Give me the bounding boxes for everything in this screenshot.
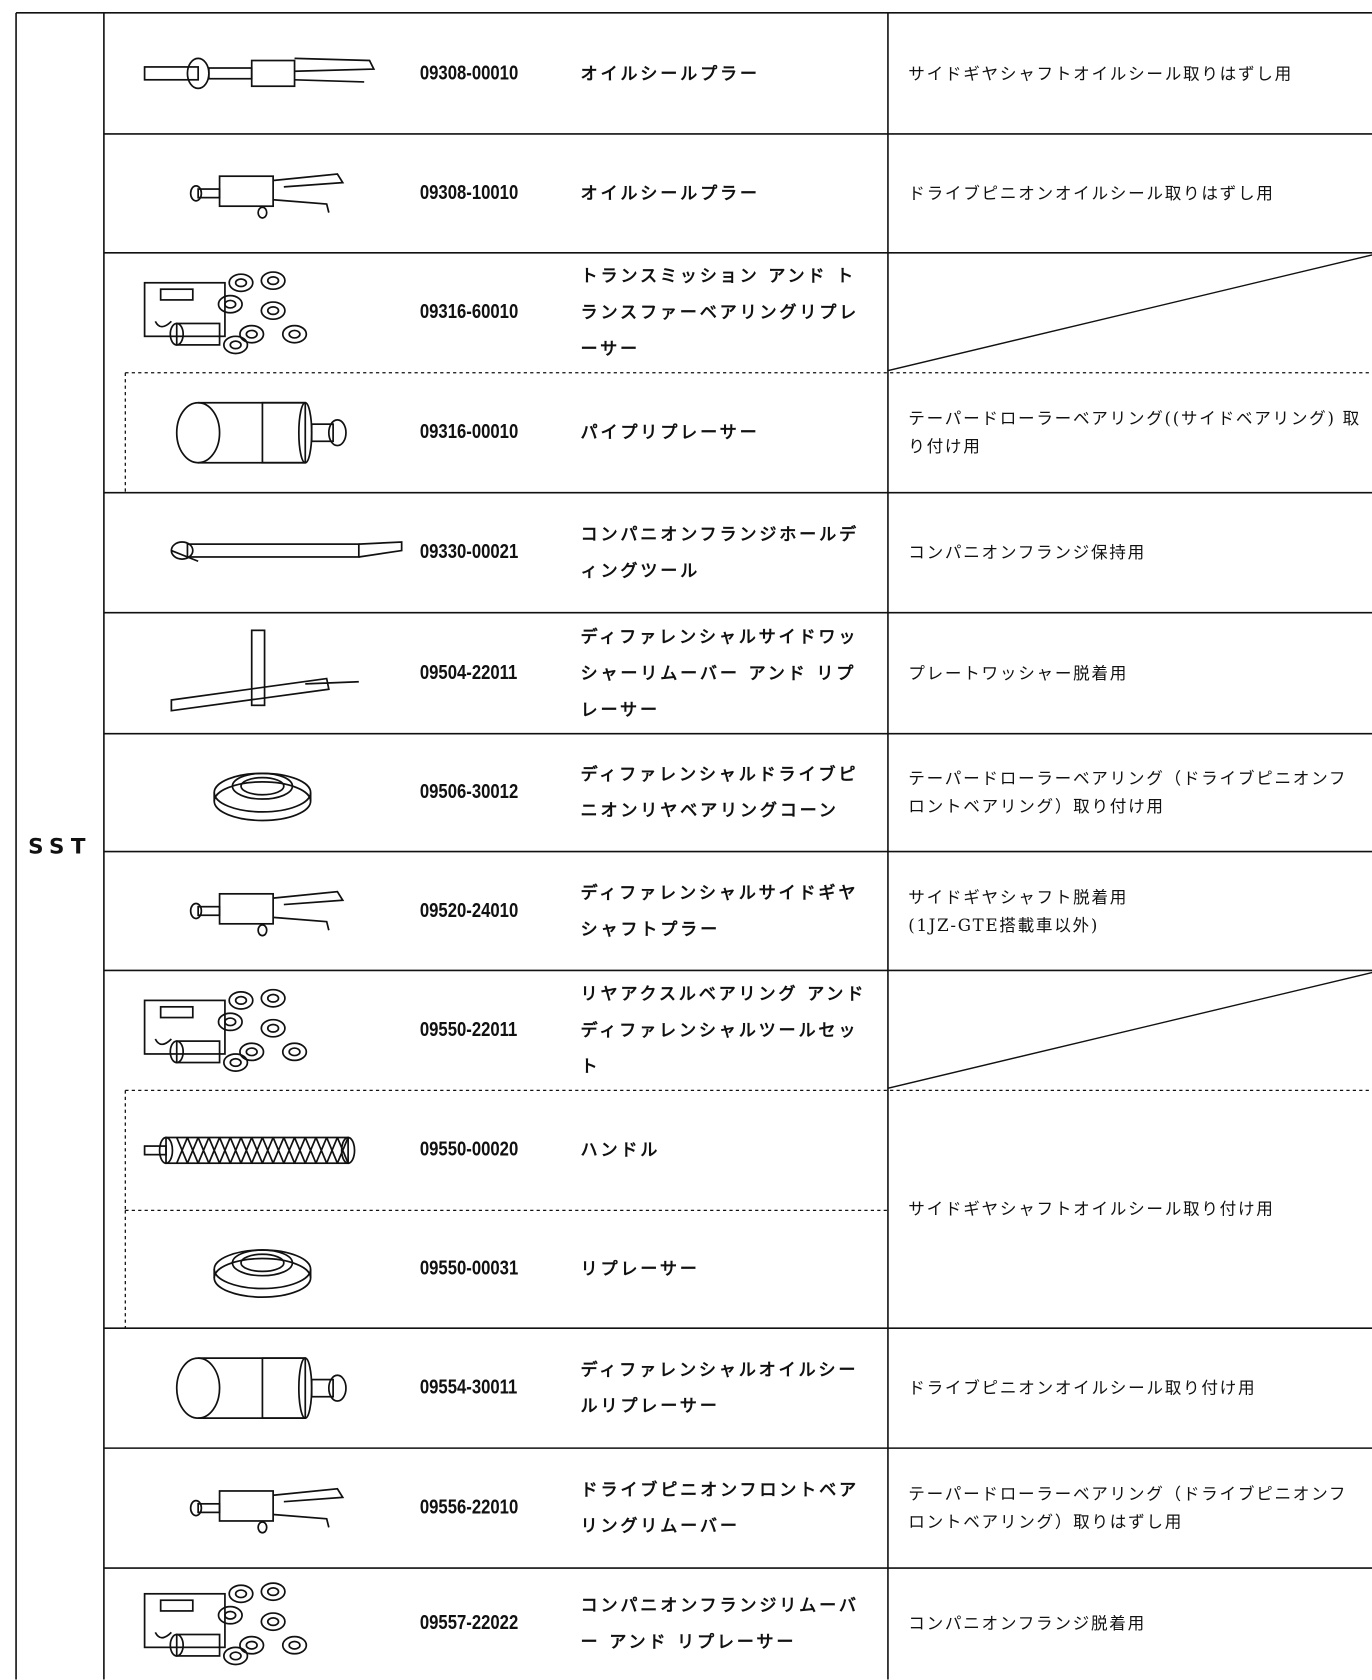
tool-illustration: [175, 401, 347, 464]
description: テーパードローラーベアリング（ドライブピニオンフロントベアリング）取り付け用: [908, 734, 1369, 852]
description: テーパードローラーベアリング（ドライブピニオンフロントベアリング）取りはずし用: [908, 1448, 1369, 1568]
part-name-text: コンパニオンフランジホールディングツール: [580, 523, 859, 581]
tool-illustration: [170, 629, 359, 712]
part-name: トランスミッション アンド トランスファーベアリングリプレーサー: [581, 253, 881, 373]
part-name-text: ディファレンシャルサイドワッシャーリムーバー アンド リプレーサー: [580, 626, 859, 720]
part-number-text: 09308-10010: [419, 181, 519, 205]
description: テーパードローラーベアリング((サイドベアリング) 取り付け用: [908, 373, 1369, 493]
part-number: 09316-60010: [420, 253, 575, 373]
part-number: 09520-24010: [420, 852, 575, 971]
part-number-text: 09520-24010: [419, 899, 519, 922]
part-name: ディファレンシャルオイルシールリプレーサー: [581, 1328, 881, 1448]
part-name: パイプリプレーサー: [581, 373, 881, 493]
part-number: 09308-00010: [420, 13, 575, 134]
tool-illustration: [189, 890, 345, 937]
description-text: サイドギヤシャフトオイルシール取り付け用: [908, 1199, 1275, 1219]
part-number-text: 09316-00010: [419, 420, 519, 444]
tool-illustration: [170, 541, 403, 563]
part-number-text: 09557-22022: [419, 1612, 519, 1635]
tool-illustration: [213, 772, 312, 822]
part-number: 09550-22011: [420, 970, 575, 1090]
part-number: 09308-10010: [420, 134, 575, 253]
part-name-text: リヤアクスルベアリング アンド ディファレンシャルツールセット: [580, 983, 867, 1077]
part-number: 09557-22022: [420, 1568, 575, 1679]
part-name-text: オイルシールプラー: [580, 182, 760, 203]
part-number-text: 09316-60010: [419, 300, 519, 324]
part-name: リヤアクスルベアリング アンド ディファレンシャルツールセット: [581, 970, 881, 1090]
part-name-text: ハンドル: [580, 1139, 661, 1161]
part-number-text: 09506-30012: [419, 780, 519, 804]
part-name: ディファレンシャルサイドギヤシャフトプラー: [581, 852, 881, 971]
tool-illustration: [175, 1357, 347, 1419]
part-name-text: ドライブピニオンフロントベアリングリムーバー: [580, 1479, 859, 1536]
part-number: 09550-00031: [420, 1210, 575, 1328]
part-name: ディファレンシャルサイドワッシャーリムーバー アンド リプレーサー: [581, 613, 881, 734]
part-number-text: 09554-30011: [419, 1376, 518, 1399]
tool-illustration: [143, 57, 376, 90]
tool-illustration: [213, 1249, 312, 1298]
tool-illustration: [189, 173, 345, 219]
part-name-text: パイプリプレーサー: [580, 422, 760, 443]
part-name: オイルシールプラー: [581, 134, 881, 253]
part-name: コンパニオンフランジリムーバー アンド リプレーサー: [581, 1568, 881, 1679]
part-number-text: 09550-00020: [419, 1138, 519, 1162]
part-number: 09506-30012: [420, 734, 575, 852]
part-name-text: ディファレンシャルドライブピニオンリヤベアリングコーン: [580, 763, 859, 821]
description: サイドギヤシャフト脱着用 (1JZ-GTE搭載車以外): [908, 852, 1369, 971]
part-name-text: トランスミッション アンド トランスファーベアリングリプレーサー: [580, 265, 860, 359]
tool-illustration: [143, 988, 308, 1072]
part-name: オイルシールプラー: [581, 13, 881, 134]
description-text: コンパニオンフランジ保持用: [908, 543, 1146, 563]
description-text: ドライブピニオンオイルシール取り付け用: [908, 1378, 1257, 1398]
tool-illustration: [189, 1487, 345, 1534]
description: サイドギヤシャフトオイルシール取りはずし用: [908, 13, 1369, 134]
part-name: ディファレンシャルドライブピニオンリヤベアリングコーン: [581, 734, 881, 852]
part-name: ハンドル: [581, 1090, 881, 1210]
diagonal: [887, 254, 1372, 372]
diagonal: [887, 971, 1372, 1089]
part-number-text: 09550-00031: [419, 1257, 519, 1280]
part-name-text: ディファレンシャルオイルシールリプレーサー: [580, 1359, 859, 1416]
part-number: 09554-30011: [420, 1328, 575, 1448]
description-text: コンパニオンフランジ脱着用: [908, 1614, 1146, 1634]
tool-illustration: [143, 271, 308, 355]
sst-label-text: SST: [28, 833, 92, 860]
tool-illustration: [143, 1136, 356, 1165]
part-number: 09504-22011: [420, 613, 575, 734]
description-text: テーパードローラーベアリング（ドライブピニオンフロントベアリング）取りはずし用: [908, 1484, 1348, 1532]
part-name: リプレーサー: [581, 1210, 881, 1328]
description-text: サイドギヤシャフトオイルシール取りはずし用: [908, 63, 1293, 84]
part-name-text: ディファレンシャルサイドギヤシャフトプラー: [580, 882, 859, 939]
part-name-text: オイルシールプラー: [580, 62, 760, 84]
sst-label: SST: [16, 13, 104, 1680]
part-number-text: 09308-00010: [419, 61, 519, 85]
part-number-text: 09556-22010: [419, 1496, 519, 1519]
description: ドライブピニオンオイルシール取り付け用: [908, 1328, 1369, 1448]
part-number-text: 09330-00021: [419, 540, 519, 564]
part-number: 09316-00010: [420, 373, 575, 493]
description-text: テーパードローラーベアリング((サイドベアリング) 取り付け用: [908, 409, 1361, 457]
part-name-text: コンパニオンフランジリムーバー アンド リプレーサー: [580, 1594, 859, 1652]
part-name: コンパニオンフランジホールディングツール: [581, 493, 881, 613]
description-text: サイドギヤシャフト脱着用 (1JZ-GTE搭載車以外): [908, 887, 1129, 935]
description: ドライブピニオンオイルシール取りはずし用: [908, 134, 1369, 253]
part-number: 09330-00021: [420, 493, 575, 613]
part-number: 09556-22010: [420, 1448, 575, 1568]
description: コンパニオンフランジ脱着用: [908, 1568, 1369, 1679]
description-text: ドライブピニオンオイルシール取りはずし用: [908, 183, 1275, 203]
description-text: テーパードローラーベアリング（ドライブピニオンフロントベアリング）取り付け用: [908, 769, 1348, 817]
part-number-text: 09504-22011: [419, 661, 518, 684]
tool-illustration: [143, 1582, 308, 1666]
part-number: 09550-00020: [420, 1090, 575, 1210]
part-name: ドライブピニオンフロントベアリングリムーバー: [581, 1448, 881, 1568]
part-number-text: 09550-22011: [419, 1018, 518, 1042]
description: コンパニオンフランジ保持用: [908, 493, 1369, 613]
description: プレートワッシャー脱着用: [908, 613, 1369, 734]
part-name-text: リプレーサー: [580, 1258, 700, 1279]
description: サイドギヤシャフトオイルシール取り付け用: [908, 1090, 1369, 1328]
description-text: プレートワッシャー脱着用: [908, 663, 1129, 683]
